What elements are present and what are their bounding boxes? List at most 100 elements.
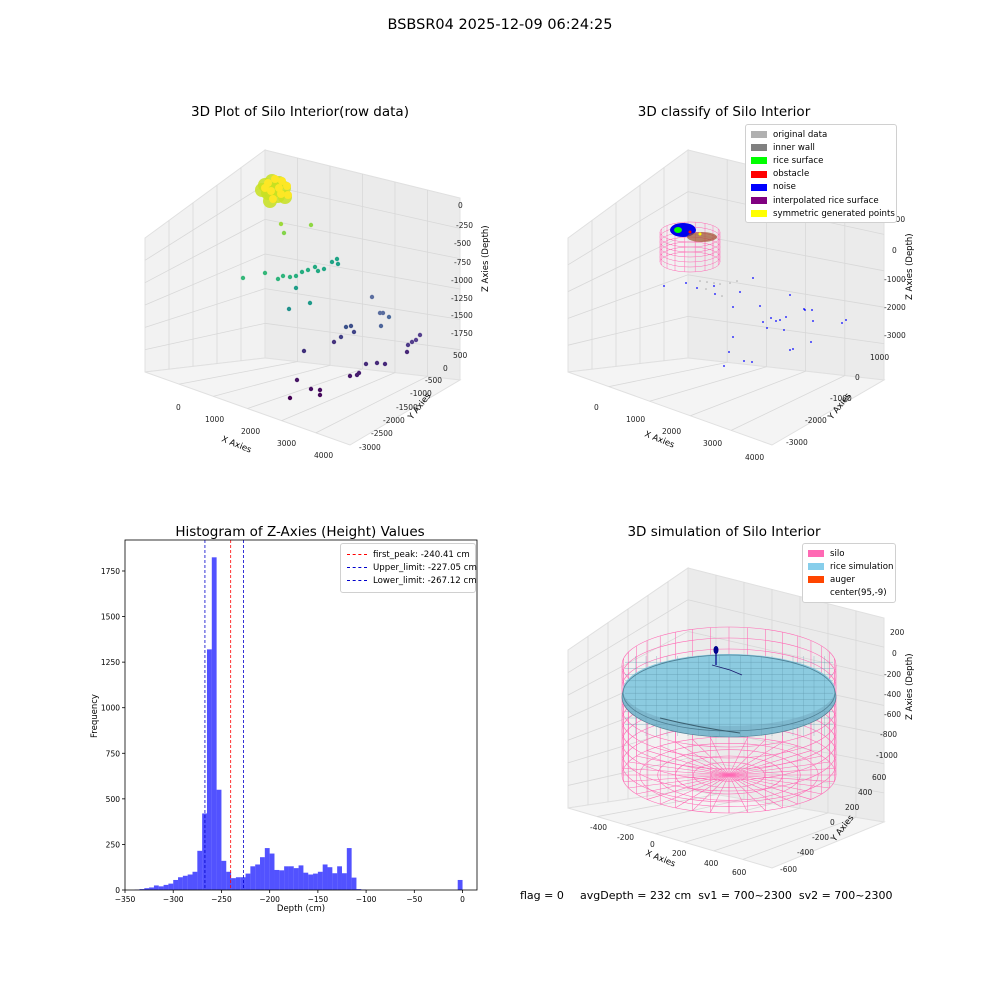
legend-entry: Upper_limit: -227.05 cm	[347, 561, 477, 574]
p2-xtick: 0	[594, 403, 599, 412]
original-point	[721, 295, 723, 297]
hist-bar	[216, 789, 222, 890]
hist-bar	[158, 886, 164, 890]
p4-ztick: -800	[880, 730, 897, 739]
grid-line	[567, 316, 689, 346]
data-point	[308, 222, 314, 228]
legend-label: original data	[773, 129, 828, 140]
p2-zlabel: Z Axies (Depth)	[905, 233, 915, 300]
data-point	[409, 339, 415, 345]
p1-ztick: -1250	[451, 294, 473, 303]
data-point	[284, 191, 292, 199]
figure-title: BSBSR04 2025-12-09 06:24:25	[387, 17, 613, 33]
data-point	[338, 334, 344, 340]
original-point	[736, 280, 738, 282]
hist-bar	[313, 873, 318, 890]
grid-line	[731, 375, 845, 431]
data-point	[335, 261, 341, 267]
legend-entry: first_peak: -240.41 cm	[347, 548, 470, 561]
y-tick-label: 250	[106, 840, 121, 849]
y-tick-label: 1000	[101, 704, 120, 713]
legend-entry: silo	[808, 547, 890, 560]
data-point	[283, 182, 291, 190]
y-tick-label: 1500	[101, 613, 120, 622]
p1-ytick: -1500	[396, 403, 418, 412]
data-point	[329, 259, 335, 265]
p2-xtick: 4000	[745, 453, 764, 462]
legend-label: inner wall	[773, 142, 815, 153]
hist-bar	[163, 884, 169, 890]
legend-entry: center(95,-9)	[808, 587, 890, 600]
noise-point	[732, 336, 734, 338]
p2-ztick: -3000	[884, 331, 906, 340]
p4-ytick: -200	[812, 833, 829, 842]
legend-swatch	[347, 554, 367, 556]
legend-entry: Lower_limit: -267.12 cm	[347, 574, 477, 587]
y-tick-label: 1250	[101, 658, 120, 667]
plot4-title: 3D simulation of Silo Interior	[627, 524, 821, 540]
p4-ytick: -600	[780, 865, 797, 874]
grid-line	[567, 274, 689, 319]
plot4-legend: silo rice simulation auger center(95,-9)	[802, 543, 896, 603]
y-tick-label: 750	[106, 749, 121, 758]
hist-bar	[337, 866, 342, 890]
x-tick-label: −300	[163, 895, 184, 904]
data-point	[275, 276, 281, 282]
grid-line	[144, 322, 266, 351]
hist-bar	[235, 877, 241, 890]
p4-xtick: -200	[617, 833, 634, 842]
data-point	[315, 268, 321, 274]
legend-label: symmetric generated points	[773, 208, 895, 219]
hist-bar	[139, 889, 145, 890]
original-point	[719, 283, 721, 285]
noise-point	[804, 309, 806, 311]
y-tick-label: 500	[106, 795, 121, 804]
legend-entry: interpolated rice surface	[751, 194, 891, 207]
hist-bar	[274, 869, 280, 890]
p4-ztick: 0	[892, 649, 897, 658]
legend-label: Upper_limit: -227.05 cm	[373, 562, 477, 573]
hist-bar	[298, 865, 304, 890]
hist-legend: first_peak: -240.41 cm Upper_limit: -227.…	[340, 543, 477, 593]
legend-swatch	[751, 197, 767, 205]
grid-line	[687, 232, 885, 272]
hist-bar	[206, 649, 212, 890]
silo-wireframe	[693, 762, 765, 788]
data-point	[331, 339, 337, 345]
grid-line	[179, 361, 298, 385]
legend-label: center(95,-9)	[830, 588, 887, 599]
x-tick-label: −150	[308, 895, 329, 904]
noise-point	[783, 329, 785, 331]
hist-bar	[144, 888, 150, 890]
hist-bar	[250, 866, 256, 890]
legend-swatch	[808, 550, 824, 558]
original-point	[699, 280, 701, 282]
noise-point	[789, 349, 791, 351]
p2-ztick: -1000	[884, 275, 906, 284]
legend-label: rice surface	[773, 155, 824, 166]
hist-bar	[293, 868, 299, 890]
data-point	[378, 323, 384, 329]
grid-line	[144, 288, 266, 328]
data-point	[351, 329, 357, 335]
p4-xtick: 400	[704, 859, 719, 868]
data-point	[278, 221, 284, 227]
hist-bar	[226, 871, 232, 890]
original-point	[713, 282, 715, 284]
silo-wireframe	[657, 749, 801, 801]
p2-xtick: 3000	[703, 439, 722, 448]
hist-bar	[303, 872, 309, 890]
legend-label: silo	[830, 548, 845, 559]
grid-line	[144, 218, 266, 284]
hist-bar	[269, 853, 275, 890]
p1-xtick: 3000	[277, 439, 296, 448]
legend-swatch	[808, 563, 824, 571]
grid-line	[626, 798, 745, 826]
data-point	[413, 337, 419, 343]
hist-bar	[317, 871, 323, 890]
grid-line	[684, 807, 801, 843]
silo-wireframe	[710, 768, 748, 782]
original-point	[705, 288, 707, 290]
